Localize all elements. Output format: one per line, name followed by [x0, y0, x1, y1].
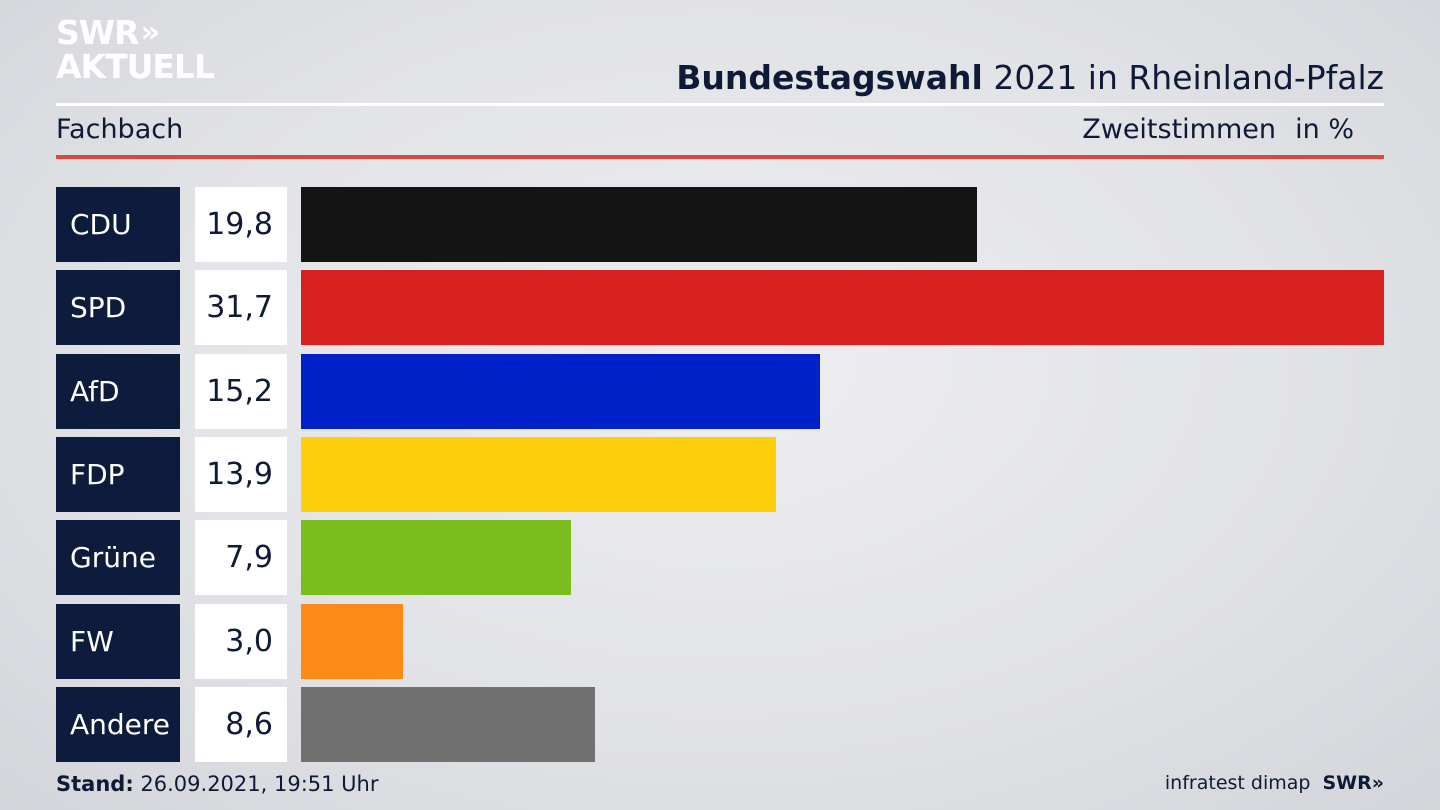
chart-title-rest: 2021 in Rheinland-Pfalz — [982, 58, 1384, 97]
source-text: infratest dimap — [1164, 772, 1311, 794]
chart-title-bold: Bundestagswahl — [676, 58, 983, 97]
timestamp-label: Stand: — [56, 772, 134, 796]
source-credit: infratest dimap SWR» — [1165, 772, 1384, 794]
timestamp-value: 26.09.2021, 19:51 Uhr — [133, 772, 379, 796]
bar-spd — [301, 270, 1384, 345]
bar-afd — [301, 354, 820, 429]
bar-fw — [301, 604, 403, 679]
value-label-fw: 3,0 — [195, 604, 287, 679]
party-label-cdu: CDU — [56, 187, 180, 262]
party-label-afd: AfD — [56, 354, 180, 429]
unit-label: in % — [1295, 114, 1354, 145]
swr-footer-logo: SWR» — [1322, 772, 1384, 794]
party-label-fw: FW — [56, 604, 180, 679]
party-label-gr-ne: Grüne — [56, 520, 180, 595]
swr-aktuell-logo: SWR » AKTUELL — [56, 13, 215, 86]
party-label-fdp: FDP — [56, 437, 180, 512]
timestamp: Stand: 26.09.2021, 19:51 Uhr — [56, 772, 379, 796]
value-label-spd: 31,7 — [195, 270, 287, 345]
logo-chevron-icon: » — [140, 15, 160, 50]
logo-swr-text: SWR — [56, 13, 140, 52]
chart-subtitle: Fachbach — [56, 114, 184, 145]
bar-andere — [301, 687, 595, 762]
value-label-andere: 8,6 — [195, 687, 287, 762]
accent-divider — [56, 155, 1384, 159]
value-label-cdu: 19,8 — [195, 187, 287, 262]
logo-aktuell-text: AKTUELL — [56, 47, 215, 86]
chart-title: Bundestagswahl 2021 in Rheinland-Pfalz — [676, 58, 1384, 97]
header-divider — [56, 103, 1384, 106]
value-label-fdp: 13,9 — [195, 437, 287, 512]
party-label-andere: Andere — [56, 687, 180, 762]
value-label-gr-ne: 7,9 — [195, 520, 287, 595]
value-label-afd: 15,2 — [195, 354, 287, 429]
vote-type-label: Zweitstimmen — [1082, 114, 1276, 145]
party-label-spd: SPD — [56, 270, 180, 345]
bar-gr-ne — [301, 520, 571, 595]
bar-fdp — [301, 437, 776, 512]
bar-cdu — [301, 187, 977, 262]
